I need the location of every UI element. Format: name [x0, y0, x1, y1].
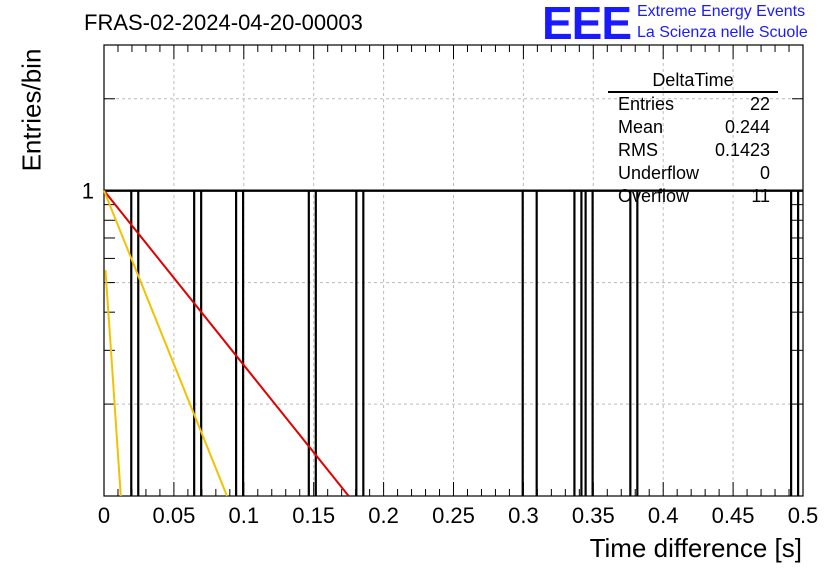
stats-title: DeltaTime — [608, 70, 778, 93]
stats-value: 11 — [751, 186, 770, 206]
eee-logo-line-2: La Scienza nelle Scuole — [637, 24, 808, 41]
y-tick-label: 1 — [82, 179, 94, 204]
x-tick-label: 0.35 — [572, 503, 615, 528]
fit-curve-1 — [103, 190, 350, 497]
x-axis-label: Time difference [s] — [589, 533, 802, 563]
stats-label: RMS — [618, 140, 658, 160]
fit-curve-2 — [103, 190, 228, 497]
x-tick-label: 0.1 — [229, 503, 260, 528]
run-title: FRAS-02-2024-04-20-00003 — [84, 10, 363, 35]
x-tick-label: 0.25 — [432, 503, 475, 528]
x-tick-label: 0.2 — [368, 503, 399, 528]
eee-logo: EEE — [542, 0, 632, 49]
x-tick-label: 0.5 — [788, 503, 819, 528]
stats-value: 0.1423 — [714, 140, 770, 160]
stats-value: 22 — [749, 94, 770, 114]
y-axis-label: Entries/bin — [16, 48, 47, 172]
eee-logo-line-1: Extreme Energy Events — [637, 3, 806, 20]
stats-label: Mean — [618, 117, 664, 137]
stats-row-mean: Mean 0.244 — [608, 116, 778, 139]
x-tick-label: 0.45 — [712, 503, 755, 528]
x-tick-label: 0.05 — [152, 503, 195, 528]
stats-value: 0.244 — [724, 117, 770, 137]
x-tick-label: 0.4 — [648, 503, 679, 528]
x-tick-label: 0 — [98, 503, 110, 528]
stats-label: Overflow — [618, 186, 690, 206]
stats-row-entries: Entries 22 — [608, 93, 778, 116]
x-tick-label: 0.15 — [292, 503, 335, 528]
fit-curve-3 — [104, 269, 122, 497]
stats-label: Underflow — [618, 163, 700, 183]
stats-row-overflow: Overflow 11 — [608, 185, 778, 208]
stats-box: DeltaTime Entries 22 Mean 0.244 RMS 0.14… — [608, 70, 778, 208]
stats-label: Entries — [618, 94, 675, 114]
stats-row-rms: RMS 0.1423 — [608, 139, 778, 162]
stats-row-underflow: Underflow 0 — [608, 162, 778, 185]
stats-value: 0 — [759, 163, 770, 183]
x-tick-label: 0.3 — [508, 503, 539, 528]
